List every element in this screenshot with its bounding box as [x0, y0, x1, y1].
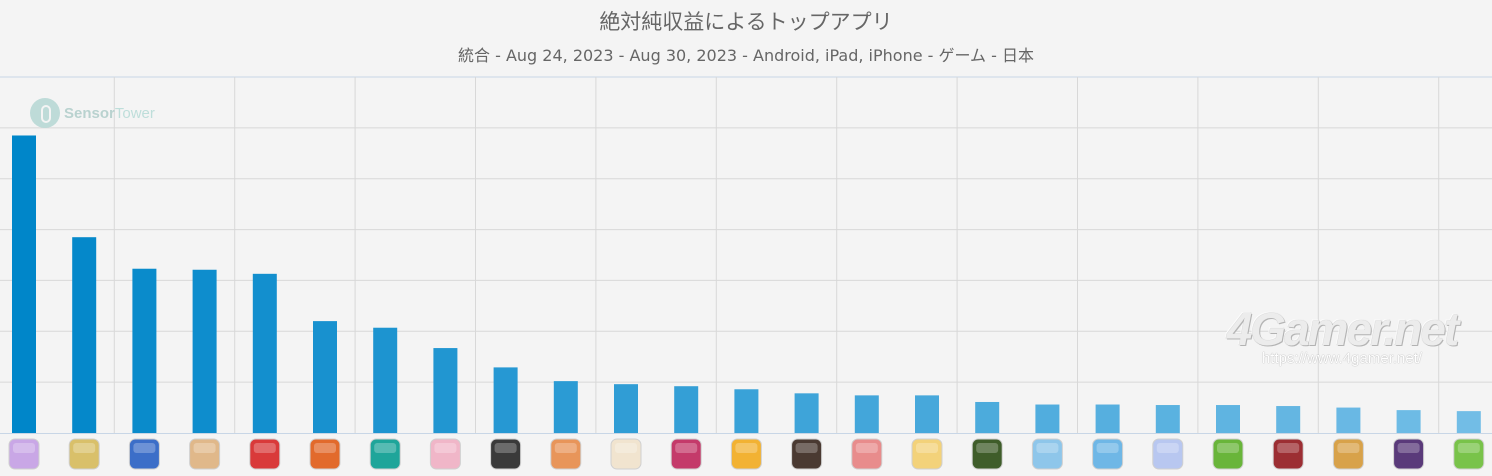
app-icon-highlight	[675, 443, 698, 453]
app-icon-highlight	[73, 443, 96, 453]
app-icon	[670, 438, 702, 470]
app-icon-highlight	[735, 443, 758, 453]
app-icon	[550, 438, 582, 470]
app-icon	[429, 438, 461, 470]
4gamer-url: https://www.4gamer.net/	[1261, 350, 1423, 367]
bar	[614, 384, 638, 433]
app-icon	[1031, 438, 1063, 470]
bar	[734, 389, 759, 433]
bar	[1276, 406, 1301, 433]
app-icon-highlight	[554, 443, 577, 453]
bar	[1155, 405, 1180, 433]
app-icon	[1393, 438, 1425, 470]
bar	[72, 237, 97, 433]
bar	[1035, 404, 1060, 433]
app-icon	[911, 438, 943, 470]
app-icon	[1152, 438, 1184, 470]
app-icon	[189, 438, 221, 470]
app-icon-highlight	[374, 443, 397, 453]
bar	[854, 395, 879, 433]
app-icon	[791, 438, 823, 470]
app-icon-highlight	[253, 443, 276, 453]
app-icon-highlight	[494, 443, 517, 453]
app-icon	[851, 438, 883, 470]
bar	[975, 401, 1000, 433]
4gamer-logo: 4Gamer.net	[1226, 303, 1460, 355]
sensor-tower-watermark: SensorTower	[30, 97, 155, 129]
bar	[192, 269, 217, 433]
app-icon	[128, 438, 160, 470]
bar	[12, 135, 36, 433]
sensor-tower-logo-text: SensorTower	[64, 104, 155, 122]
chart-title: 絶対純収益によるトップアプリ	[599, 10, 893, 34]
bar	[1396, 410, 1421, 433]
app-icon	[1453, 438, 1485, 470]
app-icon	[490, 438, 522, 470]
bar	[553, 381, 578, 433]
chart-subtitle: 統合 - Aug 24, 2023 - Aug 30, 2023 - Andro…	[458, 46, 1034, 65]
app-icon-highlight	[855, 443, 878, 453]
bar	[493, 367, 518, 433]
app-icon	[1092, 438, 1124, 470]
app-icon-highlight	[916, 443, 938, 453]
bar	[915, 395, 939, 433]
app-icon-highlight	[314, 443, 336, 453]
app-icon	[971, 438, 1003, 470]
app-icon-highlight	[1036, 443, 1059, 453]
app-icon-highlight	[13, 443, 35, 453]
app-icon	[68, 438, 100, 470]
app-icon	[1212, 438, 1244, 470]
bar	[674, 386, 699, 433]
app-icon-highlight	[1217, 443, 1239, 453]
app-icon	[1332, 438, 1364, 470]
app-icon-highlight	[133, 443, 156, 453]
app-icon-highlight	[1096, 443, 1119, 453]
sensor-tower-logo-icon	[30, 98, 60, 128]
app-icon-highlight	[976, 443, 999, 453]
app-icon-highlight	[193, 443, 216, 453]
app-icon	[610, 438, 642, 470]
app-icon-highlight	[1337, 443, 1360, 453]
bar	[313, 321, 337, 433]
app-icon-highlight	[1457, 443, 1480, 453]
app-icon	[730, 438, 762, 470]
app-icon-highlight	[1156, 443, 1179, 453]
app-icon-highlight	[1277, 443, 1300, 453]
app-icon	[309, 438, 341, 470]
bar	[1336, 407, 1361, 433]
bar	[1456, 411, 1481, 433]
app-icon	[1272, 438, 1304, 470]
4gamer-watermark: 4Gamer.net https://www.4gamer.net/	[1226, 302, 1460, 367]
bar	[1095, 404, 1120, 433]
app-icon	[8, 438, 40, 470]
bar	[1216, 405, 1240, 433]
app-icon	[369, 438, 401, 470]
bar	[252, 273, 277, 433]
app-icon-highlight	[615, 443, 637, 453]
bar	[132, 268, 157, 433]
bar	[433, 348, 458, 433]
app-icon	[249, 438, 281, 470]
app-icon-highlight	[1397, 443, 1420, 453]
app-icon-highlight	[434, 443, 457, 453]
bar	[794, 393, 819, 433]
bar	[373, 327, 398, 433]
app-icon-highlight	[795, 443, 818, 453]
